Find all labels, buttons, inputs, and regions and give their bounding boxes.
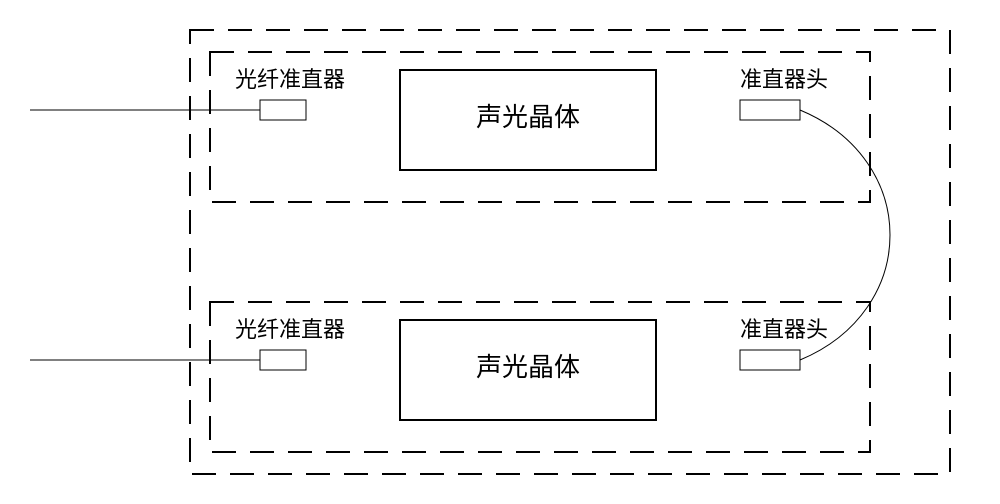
collimator-head-label-top: 准直器头 (740, 67, 828, 92)
crystal-label-top: 声光晶体 (476, 103, 580, 132)
crystal-label-bottom: 声光晶体 (476, 353, 580, 382)
collimator-head-label-bottom: 准直器头 (740, 317, 828, 342)
fiber-collimator-rect-bottom (260, 350, 306, 370)
fiber-collimator-rect-top (260, 100, 306, 120)
collimator-head-rect-top (740, 100, 800, 120)
fiber-collimator-label-top: 光纤准直器 (235, 67, 345, 92)
fiber-collimator-label-bottom: 光纤准直器 (235, 317, 345, 342)
collimator-head-rect-bottom (740, 350, 800, 370)
outer-enclosure (190, 30, 950, 474)
